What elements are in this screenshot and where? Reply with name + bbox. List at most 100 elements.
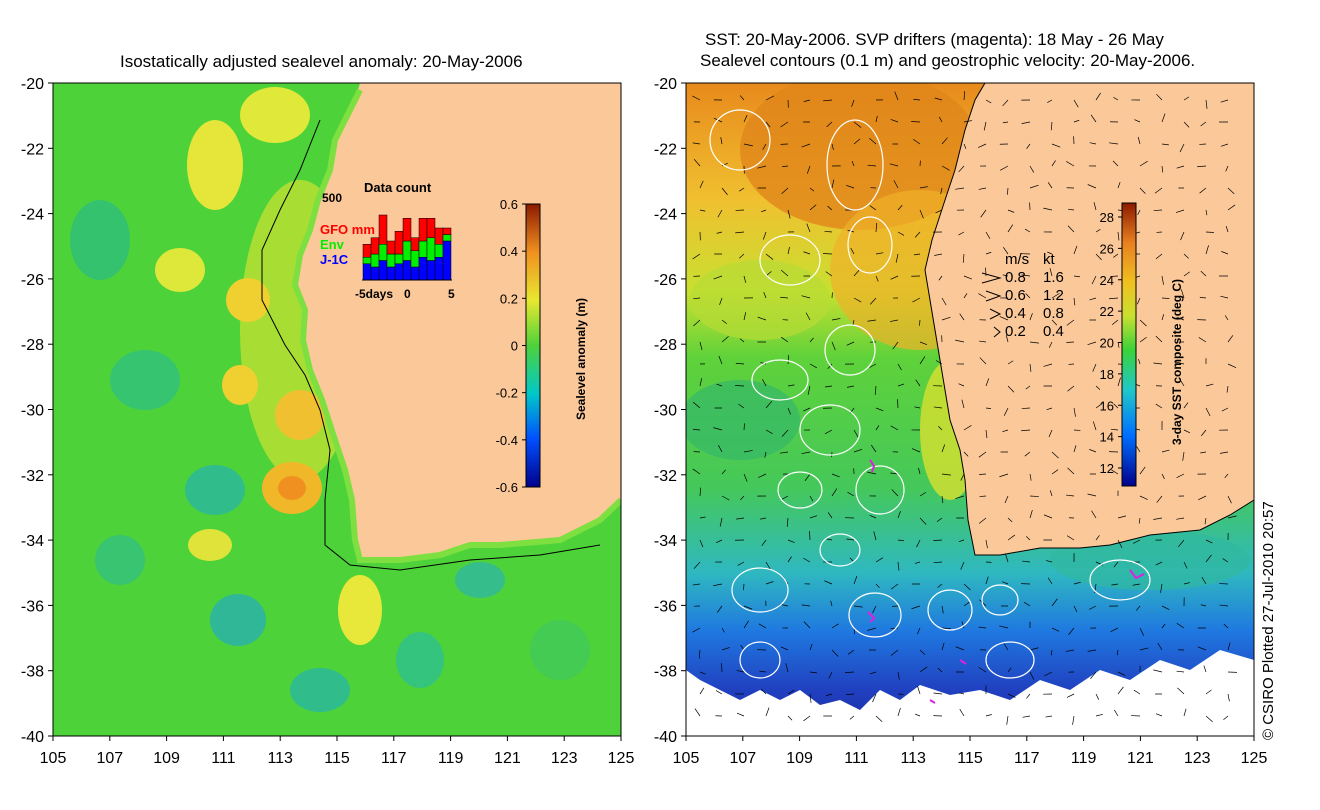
velocity-arrow: [935, 209, 943, 214]
velocity-arrow: [825, 271, 833, 277]
colorbar-tick-label: -0.6: [496, 480, 518, 495]
velocity-arrow: [1066, 161, 1075, 167]
velocity-arrow: [1113, 403, 1119, 409]
y-tick-label: -36: [21, 598, 44, 615]
velocity-arrow: [934, 253, 943, 256]
velocity-legend-arrow: [985, 290, 1002, 302]
legend-env: Env: [320, 237, 345, 252]
count-bar-env: [362, 257, 372, 264]
velocity-arrow: [1183, 121, 1190, 128]
count-bar-gfo: [386, 240, 396, 255]
velocity-arrow: [963, 451, 969, 457]
velocity-arrow: [1198, 337, 1207, 343]
velocity-arrow: [787, 715, 793, 721]
velocity-arrow: [1066, 693, 1075, 698]
velocity-arrow: [831, 179, 835, 189]
velocity-arrow: [743, 312, 747, 321]
colorbar-tick-label: 16: [1100, 398, 1114, 413]
count-bar-gfo: [410, 237, 420, 251]
velocity-arrow: [985, 407, 992, 409]
velocity-arrow: [713, 583, 723, 587]
velocity-arrow: [1029, 184, 1039, 189]
velocity-arrow: [801, 295, 811, 299]
count-bar-env: [434, 244, 444, 258]
velocity-arrow: [713, 275, 723, 280]
velocity-arrow: [761, 539, 767, 547]
count-bar-j1c: [410, 266, 420, 281]
velocity-arrow: [869, 297, 877, 305]
velocity-arrow: [1051, 143, 1061, 148]
velocity-arrow: [1227, 515, 1237, 519]
velocity-arrow: [1205, 209, 1208, 216]
velocity-arrow: [1117, 182, 1121, 189]
velocity-arrow: [1029, 473, 1032, 481]
velocity-arrow: [801, 451, 811, 455]
velocity-arrow: [933, 539, 943, 541]
velocity-arrow: [1137, 209, 1141, 215]
velocity-arrow: [941, 316, 951, 321]
velocity-arrow: [762, 143, 767, 151]
velocity-arrow: [1002, 121, 1009, 124]
velocity-arrow: [1029, 647, 1039, 651]
velocity-arrow: [1049, 268, 1053, 277]
velocity-arrow: [933, 692, 943, 695]
colorbar-tick-label: 0.6: [500, 197, 518, 212]
x-tick-label: 109: [786, 750, 813, 767]
velocity-arrow: [721, 627, 725, 633]
velocity-arrow: [845, 671, 855, 673]
velocity-arrow: [846, 385, 855, 388]
velocity-arrow: [1117, 686, 1124, 695]
velocity-arrow: [985, 429, 988, 439]
velocity-arrow: [941, 495, 944, 504]
velocity-arrow: [941, 627, 952, 629]
velocity-arrow: [1073, 245, 1078, 255]
velocity-arrow: [1161, 143, 1169, 146]
velocity-arrow: [1048, 341, 1053, 348]
y-tick-label: -28: [654, 337, 677, 354]
x-tick-label: 111: [844, 750, 868, 767]
velocity-arrow: [1073, 119, 1080, 123]
velocity-arrow: [765, 581, 774, 585]
y-tick-label: -36: [654, 598, 677, 615]
velocity-arrow: [1220, 99, 1229, 103]
velocity-arrow: [913, 253, 921, 256]
velocity-arrow: [1132, 583, 1141, 586]
velocity-arrow: [1095, 693, 1100, 700]
velocity-arrow: [1113, 253, 1119, 258]
velocity-arrow: [1135, 605, 1141, 611]
velocity-arrow: [1153, 362, 1163, 365]
velocity-arrow: [1155, 403, 1163, 409]
velocity-arrow: [1227, 363, 1237, 369]
velocity-arrow: [853, 605, 863, 608]
colorbar-tick-label: 28: [1100, 210, 1114, 225]
velocity-arrow: [809, 671, 817, 674]
velocity-arrow: [699, 539, 704, 548]
velocity-arrow: [758, 473, 767, 478]
velocity-arrow: [914, 561, 921, 564]
velocity-arrow: [937, 583, 943, 588]
velocity-arrow: [698, 649, 701, 659]
velocity-arrow: [941, 297, 947, 306]
x-tick-label: 125: [1241, 750, 1268, 767]
velocity-arrow: [1116, 649, 1119, 656]
count-bar-env: [378, 244, 388, 261]
velocity-arrow: [1205, 539, 1213, 544]
x-tick-label: 121: [1127, 750, 1154, 767]
velocity-legend-header-ms: m/s: [1005, 251, 1029, 268]
velocity-arrow: [938, 425, 943, 431]
velocity-arrow: [1051, 292, 1060, 299]
velocity-arrow: [867, 471, 877, 475]
velocity-arrow: [1227, 204, 1236, 211]
count-bar-env: [386, 253, 396, 268]
velocity-arrow: [1110, 428, 1119, 431]
velocity-arrow: [999, 316, 1009, 321]
velocity-arrow: [699, 487, 701, 497]
velocity-arrow: [851, 160, 855, 167]
velocity-arrow: [699, 341, 703, 350]
velocity-arrow: [963, 275, 972, 280]
velocity-arrow: [1073, 445, 1077, 453]
count-bar-gfo: [362, 244, 372, 258]
velocity-legend-kt: 1.6: [1043, 269, 1064, 286]
velocity-arrow: [853, 121, 862, 128]
velocity-arrow: [892, 341, 899, 350]
